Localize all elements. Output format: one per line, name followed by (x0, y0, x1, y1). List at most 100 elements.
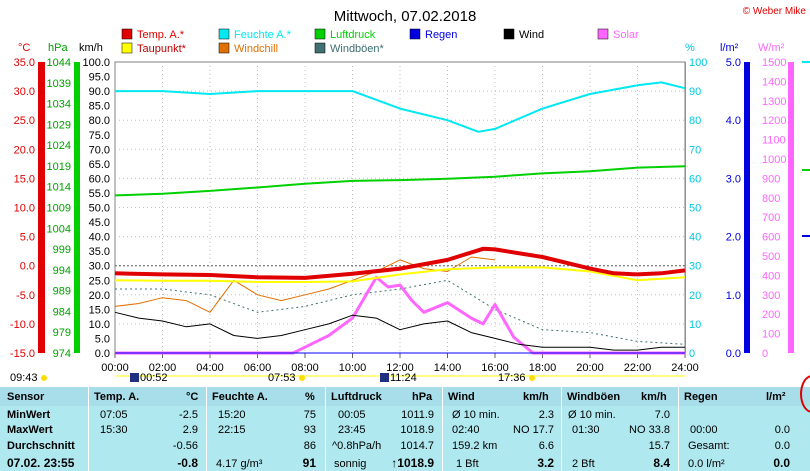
gust-current-value: 8.4 (653, 456, 670, 470)
header-temp: Temp. A. (94, 391, 140, 403)
rain-tick-label: 3.0 (726, 173, 741, 185)
wind-bft: 1 Bft (456, 458, 479, 470)
temp-unit: °C (18, 42, 30, 54)
wind-tick-label: 55.0 (89, 188, 110, 200)
wind-tick-label: 0.0 (95, 348, 110, 360)
moonrise-label: 11:24 (390, 372, 417, 384)
solar-tick-label: 1300 (762, 96, 786, 108)
rain-tick-label: 4.0 (726, 115, 741, 127)
gust-max-time: 01:30 (572, 424, 600, 436)
hum-current-value: 91 (302, 456, 316, 470)
wind-tick-label: 85.0 (89, 101, 110, 113)
temp-tick-label: 25.0 (14, 115, 35, 127)
wind-tick-label: 50.0 (89, 203, 110, 215)
legend-swatch (314, 42, 326, 54)
rain-tick-label: 5.0 (726, 57, 741, 69)
solar-unit: W/m² (758, 42, 785, 54)
wind-distance: 159.2 km (452, 440, 498, 452)
moonset-label: 00:52 (140, 372, 168, 384)
header-temp-unit: °C (186, 391, 199, 403)
x-tick-label: 04:00 (196, 362, 224, 374)
column-separator (561, 387, 562, 471)
legend-swatch (121, 28, 133, 40)
series-layer (114, 81, 686, 355)
sunset-icon (529, 375, 535, 381)
sunrise-icon (299, 375, 305, 381)
solar-tick-label: 500 (762, 251, 780, 263)
hum-min-time: 15:20 (218, 409, 246, 421)
temp-max-value: 2.9 (182, 424, 198, 436)
temp-tick-label: -15.0 (10, 348, 35, 360)
rain-unit: l/m² (720, 42, 739, 54)
series-windchill-line (114, 256, 496, 313)
x-tick-label: 10:00 (339, 362, 367, 374)
pressure-unit: hPa (48, 42, 68, 54)
press-avg-value: 1014.7 (400, 440, 434, 452)
press-max-time: 23:45 (338, 424, 366, 436)
column-separator (88, 387, 89, 471)
moonset-icon (130, 373, 139, 382)
wind-tick-label: 70.0 (89, 144, 110, 156)
humidity-tick-label: 80 (689, 115, 701, 127)
series-windb-en-line (115, 279, 686, 345)
legend-label: Feuchte A.* (234, 29, 292, 41)
press-max-value: 1018.9 (400, 424, 434, 436)
pressure-tick-label: 984 (53, 306, 71, 318)
wind-tick-label: 15.0 (89, 304, 110, 316)
legend-swatch (218, 28, 230, 40)
wind-tick-label: 40.0 (89, 232, 110, 244)
hum-max-time: 22:15 (218, 424, 246, 436)
series-wind-line (114, 311, 685, 351)
solar-tick-label: 300 (762, 290, 780, 302)
humidity-tick-label: 40 (689, 232, 701, 244)
wind-tick-label: 100.0 (82, 57, 110, 69)
temp-max-time: 15:30 (100, 424, 128, 436)
wind-tick-label: 95.0 (89, 72, 110, 84)
solar-tick-label: 1100 (762, 135, 786, 147)
wind-tick-label: 5.0 (95, 333, 110, 345)
legend-label: Regen (425, 29, 457, 41)
column-separator (678, 387, 679, 471)
press-min-value: 1011.9 (401, 409, 434, 421)
hum-absolute-note: 4.17 g/m³ (216, 458, 263, 470)
press-current-value: ↑1018.9 (391, 456, 434, 470)
pressure-tick-label: 1009 (47, 203, 71, 215)
humidity-tick-label: 50 (689, 203, 701, 215)
legend-swatch (597, 28, 609, 40)
row-label-min: MinWert (7, 409, 51, 421)
solar-tick-label: 1200 (762, 115, 786, 127)
series-luftdruck-line (114, 165, 686, 197)
wind-unit: km/h (79, 42, 103, 54)
chart-title: Mittwoch, 07.02.2018 (334, 8, 477, 25)
header-press: Luftdruck (331, 391, 382, 403)
humidity-tick-label: 90 (689, 86, 701, 98)
temp-tick-label: 20.0 (14, 144, 35, 156)
legend-label: Windböen* (330, 43, 385, 55)
humidity-tick-label: 70 (689, 144, 701, 156)
pressure-tick-label: 1034 (47, 99, 71, 111)
press-trend-note: ^0.8hPa/h (332, 440, 382, 452)
header-gust: Windböen (567, 391, 621, 403)
pressure-tick-label: 1039 (47, 78, 71, 90)
legend-swatch (503, 28, 515, 40)
temp-tick-label: 15.0 (14, 173, 35, 185)
column-separator (442, 387, 443, 471)
x-tick-label: 18:00 (529, 362, 557, 374)
wind-tick-label: 75.0 (89, 130, 110, 142)
x-tick-label: 02:00 (149, 362, 177, 374)
solar-tick-label: 1500 (762, 57, 786, 69)
wind-tick-label: 65.0 (89, 159, 110, 171)
gust-bft: 2 Bft (572, 458, 595, 470)
legend-label: Temp. A.* (137, 29, 185, 41)
header-rain-unit: l/m² (766, 391, 786, 403)
wind-tick-label: 45.0 (89, 217, 110, 229)
humidity-tick-label: 20 (689, 290, 701, 302)
pressure-axis-band (74, 62, 80, 353)
pressure-tick-label: 1014 (47, 182, 71, 194)
rain-max-time: 00:00 (690, 424, 718, 436)
solar-tick-label: 900 (762, 173, 780, 185)
wind-avg-value: 6.6 (538, 440, 554, 452)
hum-max-value: 93 (303, 424, 316, 436)
temp-tick-label: 5.0 (20, 232, 35, 244)
rain-current-value: 0.0 (773, 456, 790, 470)
